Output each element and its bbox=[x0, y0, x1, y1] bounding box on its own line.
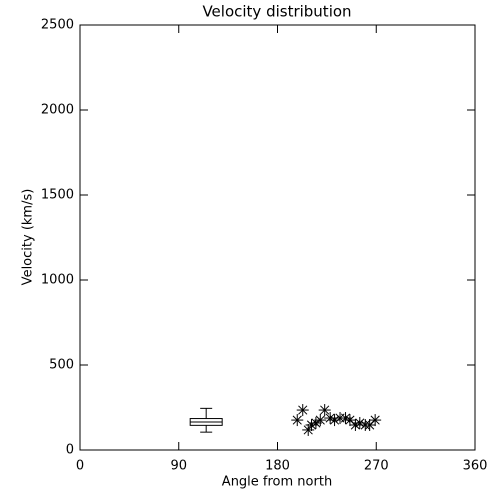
asterisk-stroke bbox=[340, 413, 351, 423]
asterisk-point bbox=[353, 416, 366, 429]
y-tick-label: 500 bbox=[49, 358, 74, 373]
asterisk-stroke bbox=[320, 405, 330, 415]
asterisk-point bbox=[349, 419, 362, 432]
asterisk-stroke bbox=[370, 415, 380, 425]
asterisk-stroke bbox=[298, 405, 308, 415]
y-tick-label: 0 bbox=[66, 443, 74, 458]
y-tick-label: 1500 bbox=[41, 188, 74, 203]
x-tick-label: 270 bbox=[364, 459, 389, 474]
y-tick-label: 2500 bbox=[41, 18, 74, 33]
chart-title: Velocity distribution bbox=[202, 3, 351, 21]
asterisk-stroke bbox=[345, 415, 355, 425]
asterisk-stroke bbox=[292, 415, 302, 425]
x-tick-label: 180 bbox=[265, 459, 290, 474]
asterisk-stroke bbox=[329, 415, 340, 425]
x-tick-label: 0 bbox=[76, 459, 84, 474]
asterisk-point bbox=[369, 414, 382, 427]
asterisk-stroke bbox=[325, 413, 335, 423]
asterisk-point bbox=[363, 419, 376, 432]
y-tick-label: 1000 bbox=[41, 273, 74, 288]
asterisk-point bbox=[314, 414, 327, 427]
asterisk-point bbox=[343, 414, 356, 427]
asterisk-stroke bbox=[350, 420, 360, 430]
asterisk-stroke bbox=[355, 418, 365, 428]
y-tick-label: 2000 bbox=[41, 103, 74, 118]
asterisk-stroke bbox=[315, 415, 325, 425]
asterisk-point bbox=[318, 404, 331, 417]
y-axis-label: Velocity (km/s) bbox=[21, 189, 36, 286]
x-axis-label: Angle from north bbox=[222, 475, 332, 490]
asterisk-point bbox=[328, 414, 341, 427]
asterisk-point bbox=[296, 404, 309, 417]
plot-frame bbox=[79, 24, 476, 451]
asterisk-stroke bbox=[306, 420, 317, 430]
x-tick-label: 360 bbox=[463, 459, 488, 474]
asterisk-point bbox=[324, 412, 337, 425]
asterisk-point bbox=[291, 414, 304, 427]
x-tick-label: 90 bbox=[170, 459, 187, 474]
